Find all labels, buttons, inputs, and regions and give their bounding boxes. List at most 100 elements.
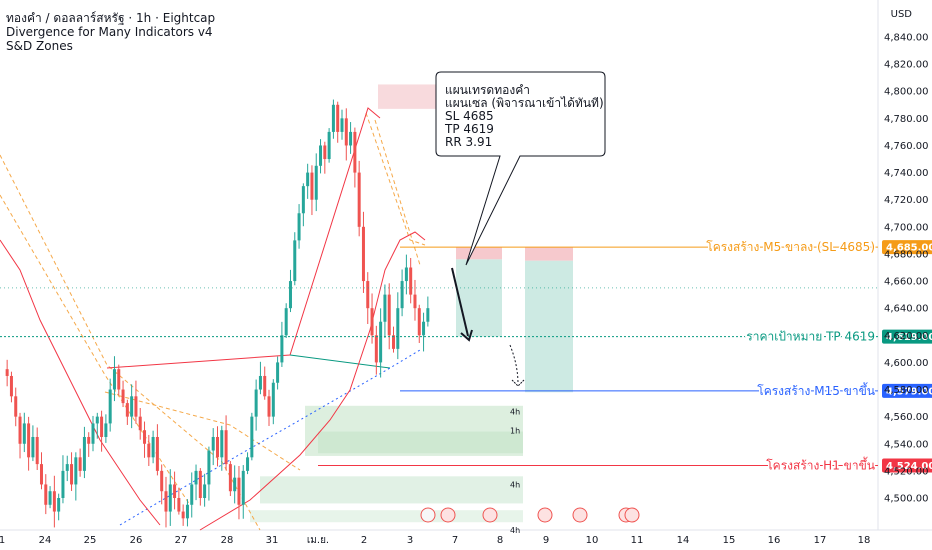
candle-body — [306, 172, 310, 187]
candle-body — [370, 308, 374, 336]
candle-body — [151, 436, 155, 458]
indicator-sd-zones[interactable]: S&D Zones — [6, 39, 73, 53]
candle-body — [409, 267, 413, 295]
candle-body — [263, 375, 267, 397]
candle-body — [78, 457, 82, 471]
price-tag: 4,685.00 — [886, 243, 932, 254]
supply-zone — [378, 84, 436, 109]
divergence-line — [0, 154, 261, 531]
x-tick-label: 15 — [723, 535, 736, 546]
x-tick-label: 14 — [677, 535, 690, 546]
sell-arrow-head — [460, 329, 473, 342]
level-label: โครงสร้าง M5 ขาลง (SL 4685) — [706, 240, 875, 254]
us-flag-event-icon — [624, 507, 640, 523]
candle-body — [280, 335, 284, 363]
candle-body — [35, 436, 39, 465]
candle-body — [155, 436, 159, 471]
horizontal-levels: โครงสร้าง M5 ขาลง (SL 4685) 4,685.00 ราคาเ… — [0, 239, 932, 474]
price-tag-bg — [882, 383, 932, 398]
divergence-line — [0, 194, 191, 506]
candle-body — [18, 416, 22, 444]
x-tick-label: เม.ย. — [307, 535, 329, 546]
candle-body — [108, 389, 112, 424]
candle-body — [65, 464, 69, 471]
candle-body — [353, 131, 357, 173]
candle-body — [185, 504, 189, 519]
candle-body — [374, 335, 378, 363]
projection-arrow — [509, 344, 519, 385]
candle-body — [143, 430, 147, 444]
candle-body — [87, 436, 91, 444]
demand-zone-4h-lower — [260, 476, 523, 504]
pivot-line — [289, 354, 391, 369]
price-tag-bg — [882, 240, 932, 255]
trade-annotations — [420, 71, 640, 523]
candle-body — [288, 281, 292, 309]
y-tick-label: 4,840.00 — [884, 33, 929, 44]
candle-body — [366, 281, 370, 309]
candle-body — [138, 416, 142, 431]
y-tick-label: 4,820.00 — [884, 60, 929, 71]
candle-body — [203, 484, 207, 498]
callout-plan: แผนเซล (พิจารณาเข้าได้ทันที) — [445, 96, 604, 110]
symbol-title[interactable]: ทองคำ / ดอลลาร์สหรัฐ · 1h · Eightcap — [6, 11, 216, 25]
candle-body — [104, 423, 108, 437]
candle-body — [39, 464, 43, 485]
x-tick-label: 18 — [858, 535, 871, 546]
candle-body — [160, 470, 164, 492]
divergence-line — [365, 112, 426, 246]
candle-body — [267, 396, 271, 417]
y-tick-label: 4,540.00 — [884, 439, 929, 450]
candle-body — [48, 491, 52, 505]
candle-body — [31, 436, 35, 458]
candle-body — [52, 491, 56, 512]
candle-body — [404, 267, 408, 282]
candle-body — [74, 457, 78, 485]
candle-body — [121, 389, 125, 404]
callout-sl: SL 4685 — [445, 109, 494, 123]
x-tick-label: 11 — [631, 535, 644, 546]
candle-body — [14, 396, 18, 417]
candle-body — [168, 484, 172, 512]
candle-body — [301, 186, 305, 214]
y-tick-label: 4,660.00 — [884, 277, 929, 288]
divergence-lines — [0, 107, 426, 531]
candle-body — [147, 443, 151, 458]
candle-body — [284, 308, 288, 336]
candle-body — [323, 145, 327, 160]
callout-tp: TP 4619 — [445, 122, 494, 136]
y-tick-label: 4,740.00 — [884, 168, 929, 179]
x-tick-label: 8 — [497, 535, 503, 546]
candle-body — [211, 436, 215, 451]
indicator-divergence[interactable]: Divergence for Many Indicators v4 — [6, 25, 213, 39]
divergence-line — [104, 391, 301, 471]
y-tick-label: 4,800.00 — [884, 87, 929, 98]
x-tick-label: 26 — [130, 535, 143, 546]
y-tick-label: 4,600.00 — [884, 358, 929, 369]
candle-body — [246, 457, 250, 471]
candle-body — [22, 423, 26, 444]
time-axis[interactable]: 1 24 25 26 27 28 31 เม.ย. 2 3 7 8 9 10 11 14 15 16 17 18 — [0, 535, 870, 546]
candle-body — [164, 491, 168, 512]
candle-body — [344, 118, 348, 146]
candle-body — [349, 131, 353, 146]
price-tag: 4,619.00 — [886, 332, 932, 343]
candle-body — [220, 430, 224, 458]
candle-body — [61, 470, 65, 498]
candle-body — [5, 369, 9, 376]
candle-body — [173, 484, 177, 498]
envelope-line — [199, 231, 426, 531]
callout-rr: RR 3.91 — [445, 135, 493, 149]
price-axis[interactable]: 4,500.00 4,520.00 4,540.00 4,560.00 4,580.00… — [884, 33, 929, 505]
x-tick-label: 3 — [407, 535, 413, 546]
candle-body — [426, 308, 430, 322]
currency-unit[interactable]: USD — [890, 9, 912, 20]
y-tick-label: 4,640.00 — [884, 304, 929, 315]
demand-zone-4h-bottom — [250, 510, 523, 523]
candle-body — [100, 416, 104, 437]
candle-body — [271, 382, 275, 417]
us-flag-event-icon — [440, 507, 456, 523]
candle-body — [57, 498, 61, 512]
candle-body — [233, 477, 237, 492]
